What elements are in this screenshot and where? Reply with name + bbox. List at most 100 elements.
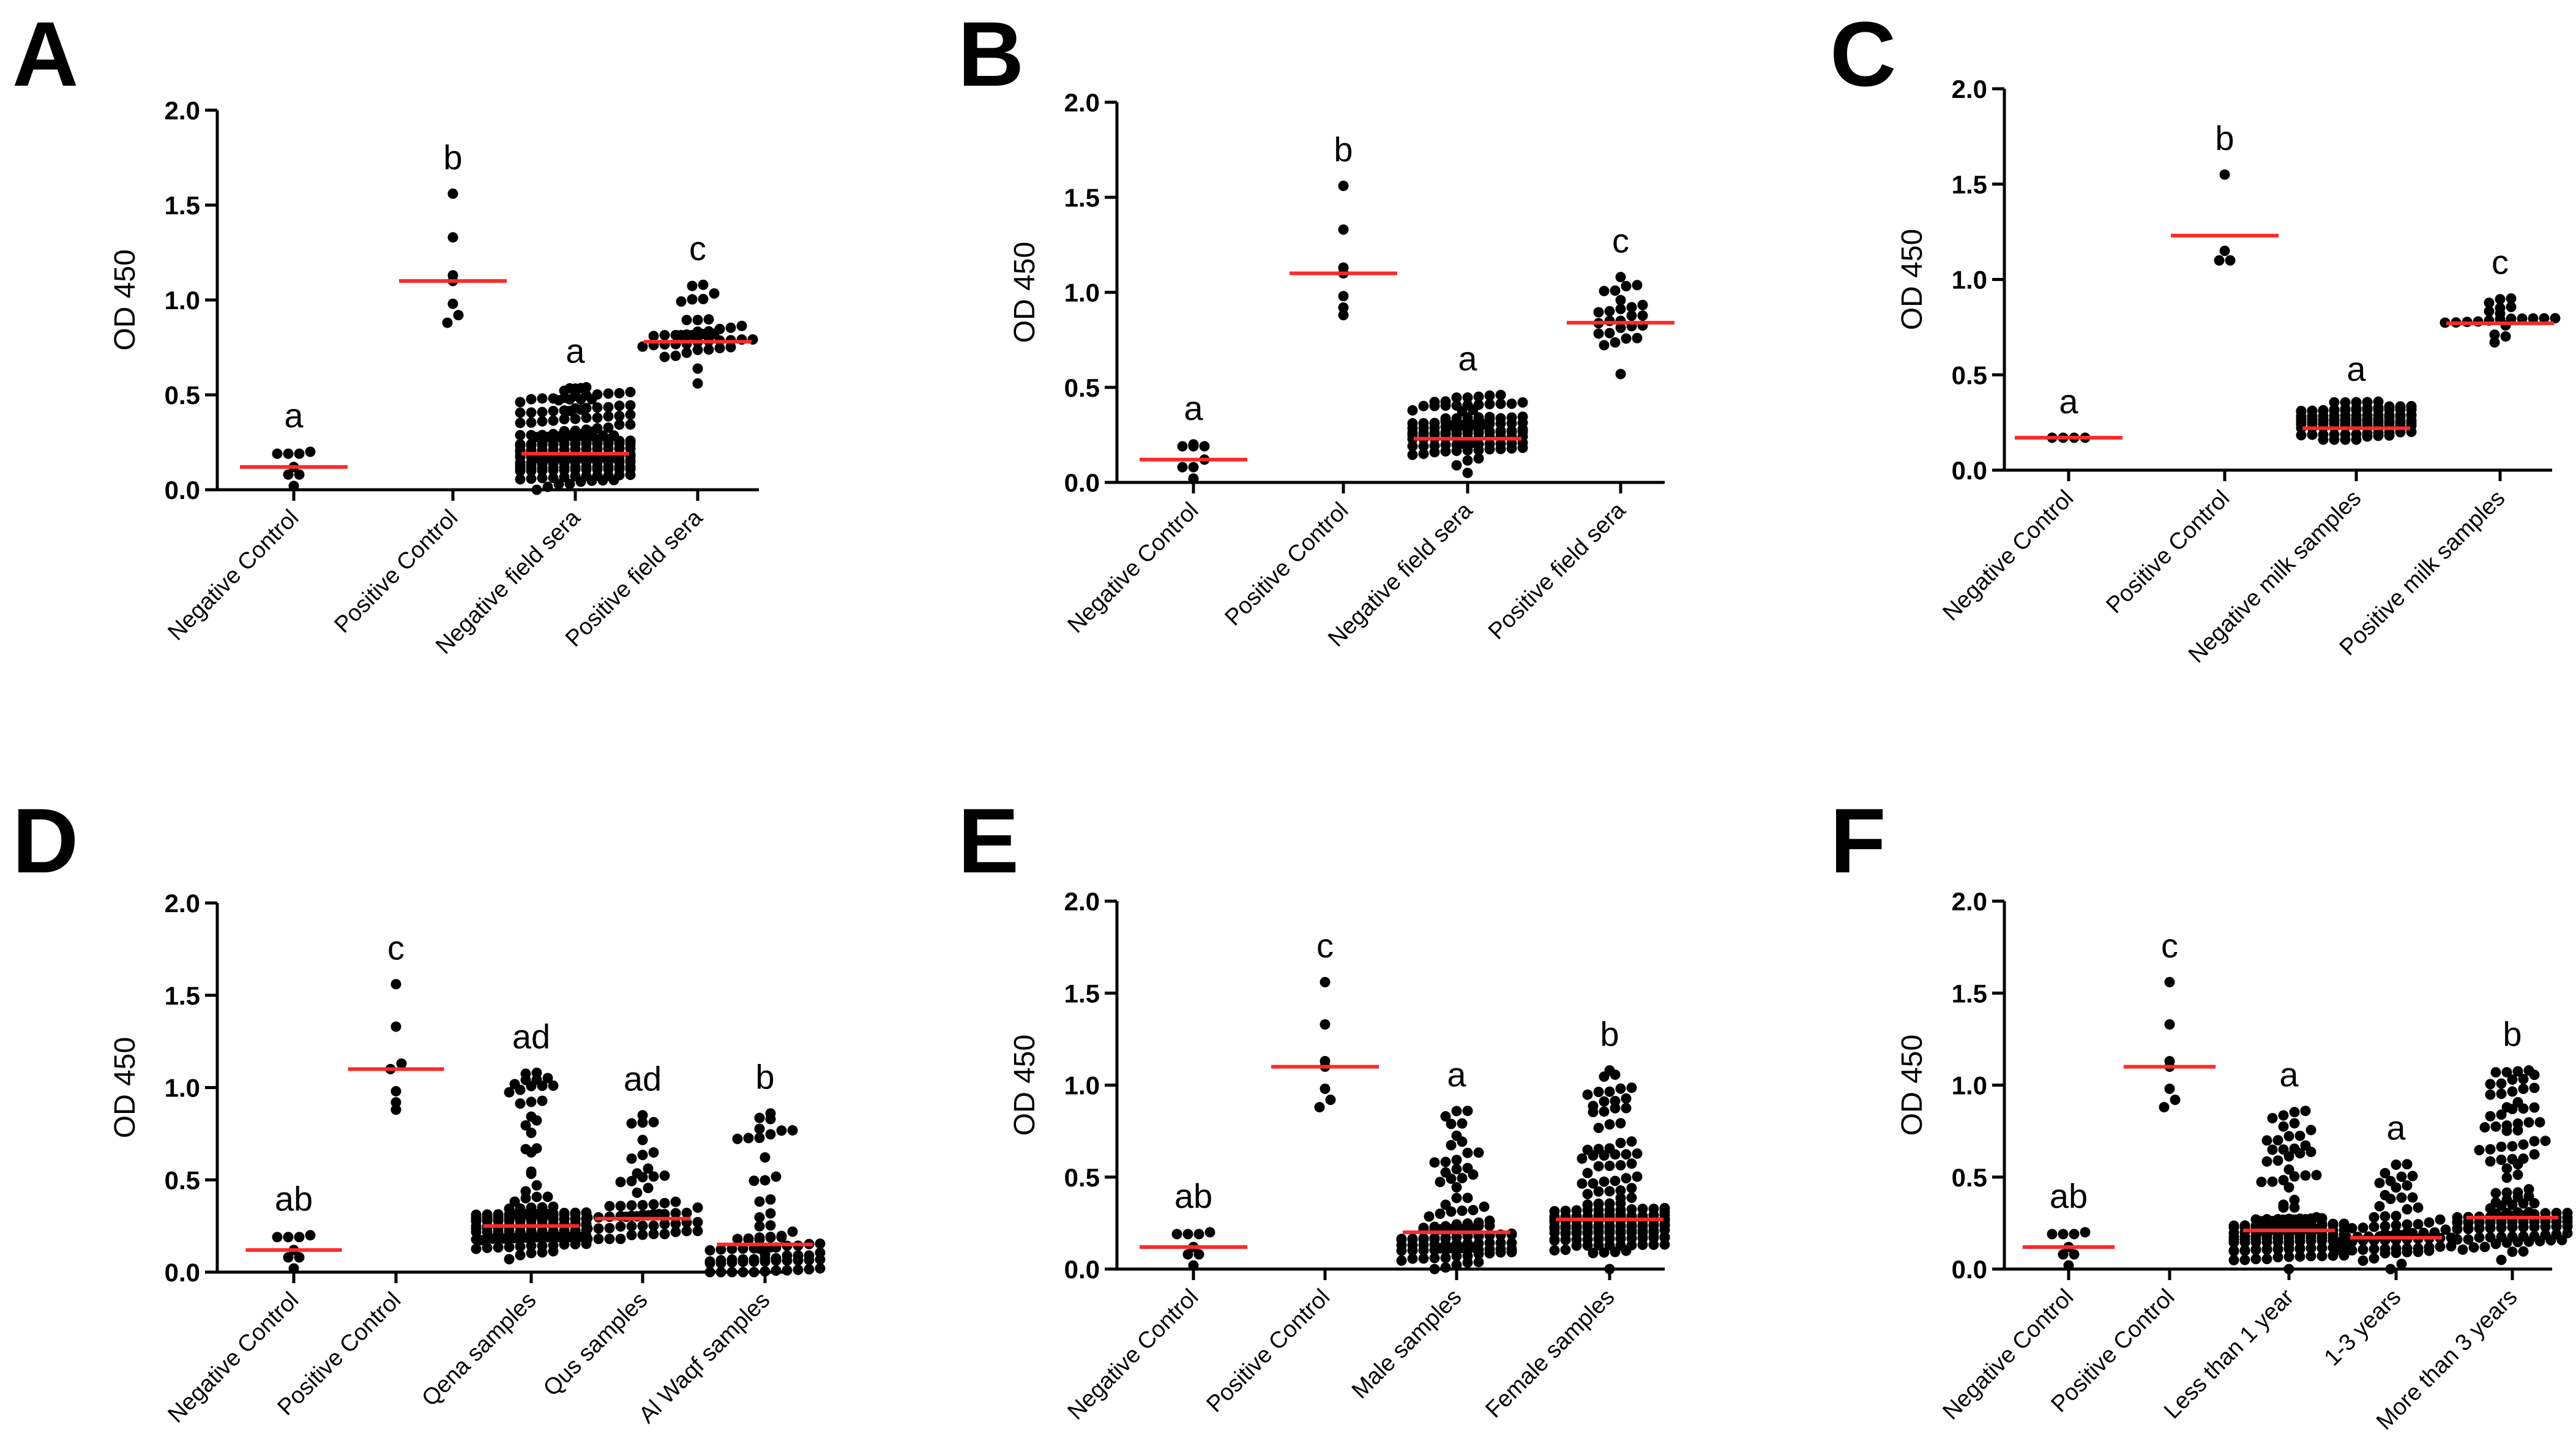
data-point [1615, 304, 1626, 315]
significance-letter: c [2161, 926, 2178, 965]
data-point [737, 1256, 749, 1267]
data-point [1320, 976, 1331, 987]
panel-letter: A [12, 2, 78, 105]
data-point [2424, 1245, 2435, 1256]
data-point [564, 1232, 575, 1243]
data-point [754, 1133, 765, 1144]
data-point [1593, 1227, 1604, 1238]
data-point [643, 1163, 654, 1174]
data-point [526, 1240, 537, 1251]
data-point [2529, 1136, 2540, 1147]
panel-letter: E [958, 789, 1019, 892]
data-point [1582, 1227, 1593, 1238]
data-point [692, 1226, 703, 1237]
data-point [2058, 1229, 2069, 1240]
data-point [2457, 1244, 2468, 1255]
panel-a: A 0.0 0.5 1.0 1.5 2.0 OD 450 Negative Control a P… [12, 2, 759, 659]
data-point [2534, 1235, 2545, 1246]
data-point [2164, 1084, 2175, 1095]
data-point [575, 476, 586, 487]
data-point [2496, 1254, 2507, 1265]
y-tick-label: 0.0 [165, 1258, 200, 1287]
data-point [2250, 1245, 2261, 1256]
data-point [2289, 1194, 2300, 1205]
data-point [2484, 298, 2495, 309]
data-point [1632, 332, 1643, 343]
data-point [625, 386, 636, 397]
data-point [2358, 1223, 2369, 1234]
data-point [1626, 302, 1637, 313]
data-point [526, 473, 537, 484]
data-point [771, 1171, 782, 1182]
data-point [2518, 1074, 2529, 1085]
y-tick-label: 0.0 [1064, 468, 1100, 497]
data-point [526, 417, 537, 428]
data-point [2296, 430, 2307, 441]
data-point [575, 394, 586, 405]
data-point [648, 1147, 659, 1158]
data-point [2289, 1107, 2300, 1118]
data-point [754, 1234, 765, 1245]
data-point [2506, 301, 2517, 312]
data-point [2540, 1136, 2551, 1147]
data-point [1637, 1227, 1648, 1238]
data-point [2272, 1244, 2283, 1255]
data-point [2496, 1154, 2507, 1165]
data-point [754, 1123, 765, 1134]
data-point [692, 1216, 703, 1227]
data-point [2424, 1217, 2435, 1228]
y-tick-label: 1.0 [1064, 1071, 1100, 1100]
data-point [765, 1232, 776, 1243]
data-point [2380, 1167, 2391, 1178]
data-point [582, 1234, 593, 1245]
data-point [2239, 1254, 2250, 1265]
y-tick-label: 0.5 [1064, 1163, 1100, 1192]
data-point [1626, 310, 1637, 321]
data-point [670, 1208, 681, 1219]
data-point [548, 1246, 559, 1257]
data-point [2518, 1198, 2529, 1209]
data-point [515, 407, 526, 418]
data-point [2164, 1019, 2175, 1030]
data-point [2294, 1213, 2305, 1224]
data-point [1429, 447, 1440, 458]
significance-letter: c [1316, 926, 1334, 965]
significance-letter: a [1458, 339, 1477, 378]
data-point [553, 1232, 564, 1243]
y-tick-label: 1.5 [1952, 170, 1987, 199]
data-point [283, 1252, 294, 1263]
data-point [1593, 1161, 1604, 1172]
data-point [537, 1095, 548, 1106]
data-point [2261, 1135, 2272, 1146]
data-point [603, 433, 614, 444]
data-point [1484, 390, 1495, 401]
data-point [570, 434, 581, 445]
data-point [526, 1147, 537, 1158]
data-point [2529, 1149, 2540, 1160]
data-point [1199, 441, 1210, 452]
data-point [2496, 1088, 2507, 1099]
data-point [1588, 1150, 1599, 1161]
data-point [2485, 1089, 2496, 1100]
data-point [526, 460, 537, 471]
data-point [272, 448, 283, 459]
data-point [2463, 1217, 2474, 1228]
data-point [1338, 291, 1349, 302]
y-tick-label: 1.5 [1952, 979, 1987, 1008]
data-point [2500, 331, 2511, 342]
data-point [2278, 1121, 2289, 1132]
y-tick-label: 2.0 [1064, 88, 1100, 117]
data-point [2529, 1216, 2540, 1227]
data-point [1593, 1209, 1604, 1220]
data-point [1632, 1171, 1643, 1182]
data-point [597, 475, 608, 486]
data-point [2402, 1180, 2413, 1191]
data-point [1593, 1198, 1604, 1209]
data-point [2261, 1156, 2272, 1167]
data-point [2490, 1188, 2501, 1199]
data-point [626, 1200, 637, 1211]
data-point [732, 1133, 743, 1144]
data-point [1621, 1173, 1632, 1184]
data-point [1582, 1205, 1593, 1216]
data-point [1506, 418, 1517, 429]
